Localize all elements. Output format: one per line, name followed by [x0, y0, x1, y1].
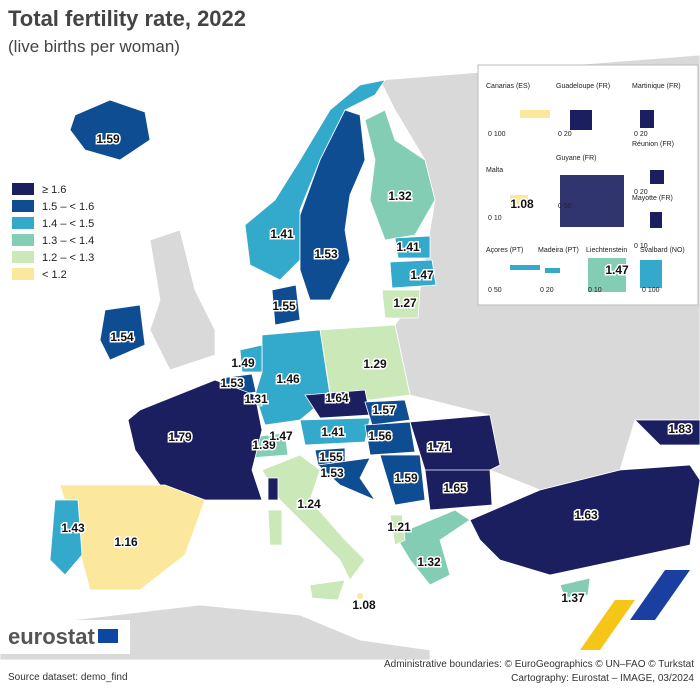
- legend-swatch: [12, 183, 34, 195]
- boundaries: Administrative boundaries: © EuroGeograp…: [384, 659, 694, 670]
- inset-name: Canarias (ES): [486, 83, 530, 90]
- value-label: 1.21: [387, 520, 411, 534]
- inset-name: Réunion (FR): [632, 141, 674, 148]
- value-label: 1.59: [394, 471, 418, 485]
- legend-label: 1.3 – < 1.4: [42, 235, 94, 247]
- value-label: 1.63: [574, 508, 598, 522]
- inset-scale: 0 20: [634, 189, 648, 196]
- value-label: 1.46: [276, 372, 300, 386]
- logo: eurostat: [8, 624, 95, 649]
- value-label: 1.54: [110, 330, 134, 344]
- legend-label: 1.2 – < 1.3: [42, 252, 94, 264]
- value-label: 1.47: [410, 268, 434, 282]
- value-label: 1.53: [314, 247, 338, 261]
- legend-label: ≥ 1.6: [42, 184, 66, 196]
- value-labels: 1.59 1.41 1.53 1.32 1.41 1.47 1.27 1.55 1.54 1.49…: [60, 131, 694, 614]
- legend-swatch: [12, 217, 34, 229]
- legend-swatch: [12, 200, 34, 212]
- inset-name: Svalbard (NO): [640, 247, 685, 254]
- value-label: 1.41: [396, 240, 420, 254]
- inset-scale: 0 50: [558, 203, 572, 210]
- value-label: 1.24: [297, 497, 321, 511]
- value-label: 1.39: [252, 438, 276, 452]
- value-label: 1.83: [668, 422, 692, 436]
- value-label: 1.37: [561, 591, 585, 605]
- value-label: 1.08: [352, 598, 376, 612]
- value-label: 1.57: [372, 403, 396, 417]
- inset-scale: 0 20: [558, 131, 572, 138]
- title: Total fertility rate, 2022: [8, 6, 246, 31]
- value-label: 1.56: [368, 429, 392, 443]
- inset-value: 1.47: [605, 263, 629, 277]
- value-label: 1.79: [168, 430, 192, 444]
- inset-box: [477, 64, 699, 306]
- value-label: 1.64: [325, 391, 349, 405]
- value-label: 1.53: [320, 466, 344, 480]
- value-label: 1.55: [319, 450, 343, 464]
- inset-scale: 0 100: [642, 287, 660, 294]
- inset-name: Liechtenstein: [586, 247, 627, 254]
- value-label: 1.41: [321, 425, 345, 439]
- subtitle: (live births per woman): [8, 37, 180, 56]
- legend-swatch: [12, 251, 34, 263]
- inset-scale: 0 20: [634, 131, 648, 138]
- inset-scale: 0 10: [588, 287, 602, 294]
- legend-label: 1.4 – < 1.5: [42, 218, 94, 230]
- inset-name: Açores (PT): [486, 247, 523, 254]
- value-label: 1.16: [114, 535, 138, 549]
- inset-value: 1.08: [510, 197, 534, 211]
- inset-labels: Canarias (ES) 0 100 Guadeloupe (FR) 0 20 Mar…: [486, 83, 685, 294]
- value-label: 1.47: [269, 429, 293, 443]
- value-label: 1.55: [272, 299, 296, 313]
- inset-name: Madeira (PT): [538, 247, 579, 254]
- legend-swatch: [12, 234, 34, 246]
- value-label: 1.49: [231, 356, 255, 370]
- value-label: 1.32: [388, 189, 412, 203]
- value-label: 1.29: [363, 357, 387, 371]
- cartography: Cartography: Eurostat – IMAGE, 03/2024: [511, 673, 694, 684]
- value-label: 1.59: [96, 132, 120, 146]
- eu-flag: [98, 629, 118, 643]
- inset-name: Mayotte (FR): [632, 195, 673, 202]
- value-label: 1.53: [220, 376, 244, 390]
- inset-scale: 0 10: [634, 243, 648, 250]
- legend-label: < 1.2: [42, 269, 67, 281]
- value-label: 1.27: [393, 296, 417, 310]
- inset-name: Guadeloupe (FR): [556, 83, 610, 90]
- value-label: 1.32: [417, 555, 441, 569]
- legend: ≥ 1.6 1.5 – < 1.6 1.4 – < 1.5 1.3 – < 1.4 1.…: [12, 183, 94, 281]
- value-label: 1.43: [61, 521, 85, 535]
- value-label: 1.65: [443, 481, 467, 495]
- legend-label: 1.5 – < 1.6: [42, 201, 94, 213]
- inset-name: Malta: [486, 167, 503, 174]
- inset-scale: 0 20: [540, 287, 554, 294]
- source: Source dataset: demo_find: [8, 672, 128, 683]
- value-label: 1.41: [270, 227, 294, 241]
- inset-scale: 0 10: [488, 215, 502, 222]
- value-label: 1.71: [427, 440, 451, 454]
- inset-scale: 0 100: [488, 131, 506, 138]
- inset-scale: 0 50: [488, 287, 502, 294]
- legend-swatch: [12, 268, 34, 280]
- inset-name: Guyane (FR): [556, 155, 596, 162]
- inset-name: Martinique (FR): [632, 83, 681, 90]
- value-label: 1.31: [244, 392, 268, 406]
